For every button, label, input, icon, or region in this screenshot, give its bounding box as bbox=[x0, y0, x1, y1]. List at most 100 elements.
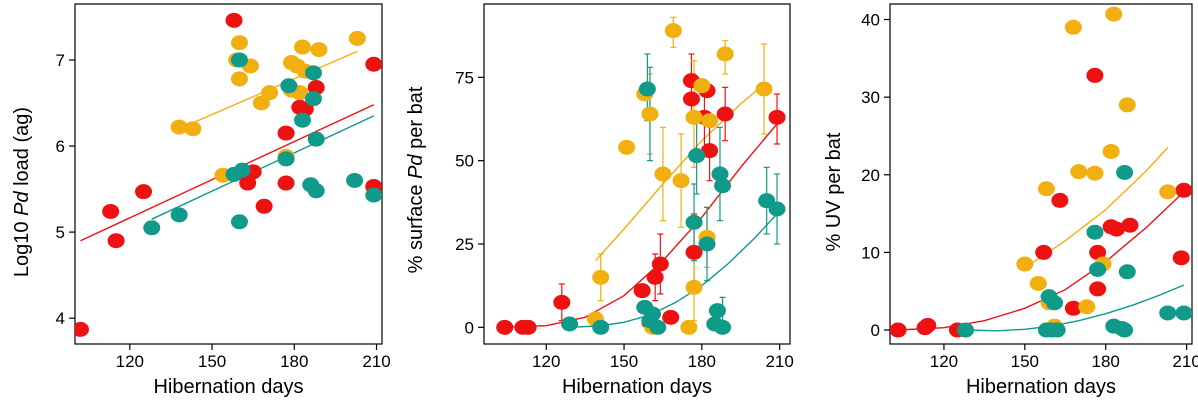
y-tick-label: 25 bbox=[455, 235, 474, 254]
data-point-teal bbox=[307, 183, 325, 199]
fit-curve-red bbox=[504, 123, 778, 328]
y-tick-label: 30 bbox=[861, 88, 880, 107]
data-point-orange bbox=[184, 121, 202, 137]
data-point-red bbox=[496, 319, 514, 335]
data-point-teal bbox=[1118, 264, 1136, 280]
y-tick-label: 10 bbox=[861, 243, 880, 262]
fit-curve-teal bbox=[965, 284, 1185, 332]
panel-1: 120 150 180 210 4 5 6 7 Hibernation days Log10 Pd… bbox=[11, 3, 391, 398]
plot-area bbox=[496, 16, 786, 335]
y-tick-label: 40 bbox=[861, 11, 880, 30]
y-axis-label: Log10 Pd load (ag) bbox=[11, 107, 33, 277]
y-tick-label: 20 bbox=[861, 166, 880, 185]
data-point-teal bbox=[1045, 295, 1063, 311]
y-axis-label: % surface Pd per bat bbox=[405, 86, 427, 273]
data-point-teal bbox=[688, 148, 706, 164]
data-point-teal bbox=[294, 112, 312, 128]
x-axis-label: Hibernation days bbox=[562, 376, 712, 398]
data-point-red bbox=[651, 256, 669, 272]
data-point-red bbox=[768, 109, 786, 125]
data-point-teal bbox=[143, 220, 161, 236]
plot-frame bbox=[483, 3, 791, 345]
y-tick-label: 7 bbox=[56, 51, 65, 70]
x-tick-label: 150 bbox=[1011, 352, 1039, 371]
data-point-red bbox=[890, 322, 907, 338]
fit-curve-orange bbox=[594, 83, 765, 262]
x-tick-label: 120 bbox=[532, 352, 560, 371]
data-point-red bbox=[277, 125, 295, 141]
data-point-red bbox=[682, 91, 700, 107]
data-point-red bbox=[685, 244, 703, 260]
data-point-orange bbox=[685, 279, 703, 295]
data-point-orange bbox=[701, 113, 719, 129]
plot-area bbox=[75, 12, 382, 337]
data-point-orange bbox=[348, 30, 366, 46]
data-point-orange bbox=[592, 269, 610, 285]
data-point-orange bbox=[1105, 6, 1123, 22]
y-axis-label-part: per bat bbox=[405, 86, 427, 154]
data-point-orange bbox=[685, 109, 703, 125]
data-point-red bbox=[1035, 244, 1053, 260]
y-tick-label: 75 bbox=[455, 68, 474, 87]
data-point-teal bbox=[1116, 164, 1134, 180]
data-point-red bbox=[919, 317, 937, 333]
data-point-teal bbox=[307, 131, 325, 147]
x-tick-label: 150 bbox=[198, 352, 226, 371]
fit-line-teal bbox=[151, 115, 375, 220]
data-point-orange bbox=[618, 139, 636, 155]
data-point-teal bbox=[714, 319, 732, 335]
plot-area bbox=[890, 6, 1192, 338]
data-point-red bbox=[1051, 192, 1069, 208]
data-point-teal bbox=[644, 306, 662, 322]
panel-2: 120 150 180 210 0 25 50 75 Hibernation days % sur… bbox=[405, 3, 794, 398]
data-point-orange bbox=[716, 46, 734, 62]
data-point-teal bbox=[592, 319, 610, 335]
data-point-orange bbox=[1078, 299, 1096, 315]
x-tick-label: 120 bbox=[930, 352, 958, 371]
data-point-orange bbox=[1029, 275, 1047, 291]
data-point-red bbox=[255, 198, 273, 214]
data-point-red bbox=[102, 203, 120, 219]
data-point-orange bbox=[755, 81, 773, 97]
data-point-orange bbox=[1159, 184, 1177, 200]
data-point-teal bbox=[685, 214, 703, 230]
fit-curve-red bbox=[898, 191, 1185, 331]
data-point-teal bbox=[277, 151, 295, 167]
data-point-teal bbox=[1048, 322, 1066, 338]
data-point-orange bbox=[654, 166, 672, 182]
x-tick-label: 120 bbox=[116, 352, 144, 371]
data-point-teal bbox=[714, 178, 732, 194]
data-point-teal bbox=[768, 201, 786, 217]
data-point-red bbox=[1064, 300, 1082, 316]
data-point-red bbox=[1089, 244, 1107, 260]
y-tick-label: 0 bbox=[465, 318, 474, 337]
data-point-red bbox=[553, 294, 571, 310]
data-point-red bbox=[107, 233, 125, 249]
data-point-orange bbox=[1016, 256, 1034, 272]
data-point-orange bbox=[230, 35, 248, 51]
data-point-teal bbox=[280, 78, 298, 94]
y-tick-label: 50 bbox=[455, 152, 474, 171]
data-point-orange bbox=[1064, 19, 1082, 35]
data-point-red bbox=[365, 56, 382, 72]
x-tick-label: 180 bbox=[280, 352, 308, 371]
y-axis-label-part: Pd bbox=[11, 191, 33, 216]
data-point-red bbox=[633, 283, 651, 299]
data-point-red bbox=[225, 12, 243, 28]
data-point-red bbox=[1121, 217, 1139, 233]
y-tick-label: 5 bbox=[56, 223, 65, 242]
data-point-orange bbox=[1086, 165, 1104, 181]
data-point-orange bbox=[310, 42, 328, 58]
y-axis-label-part: % UV per bat bbox=[823, 132, 845, 251]
data-point-teal bbox=[711, 166, 729, 182]
data-point-teal bbox=[1086, 224, 1104, 240]
data-point-teal bbox=[698, 236, 716, 252]
data-point-orange bbox=[641, 106, 659, 122]
plot-frame bbox=[74, 3, 383, 345]
data-point-teal bbox=[346, 172, 364, 188]
fit-curve-orange bbox=[1024, 147, 1169, 269]
data-point-orange bbox=[672, 173, 690, 189]
x-axis-label: Hibernation days bbox=[153, 376, 303, 398]
